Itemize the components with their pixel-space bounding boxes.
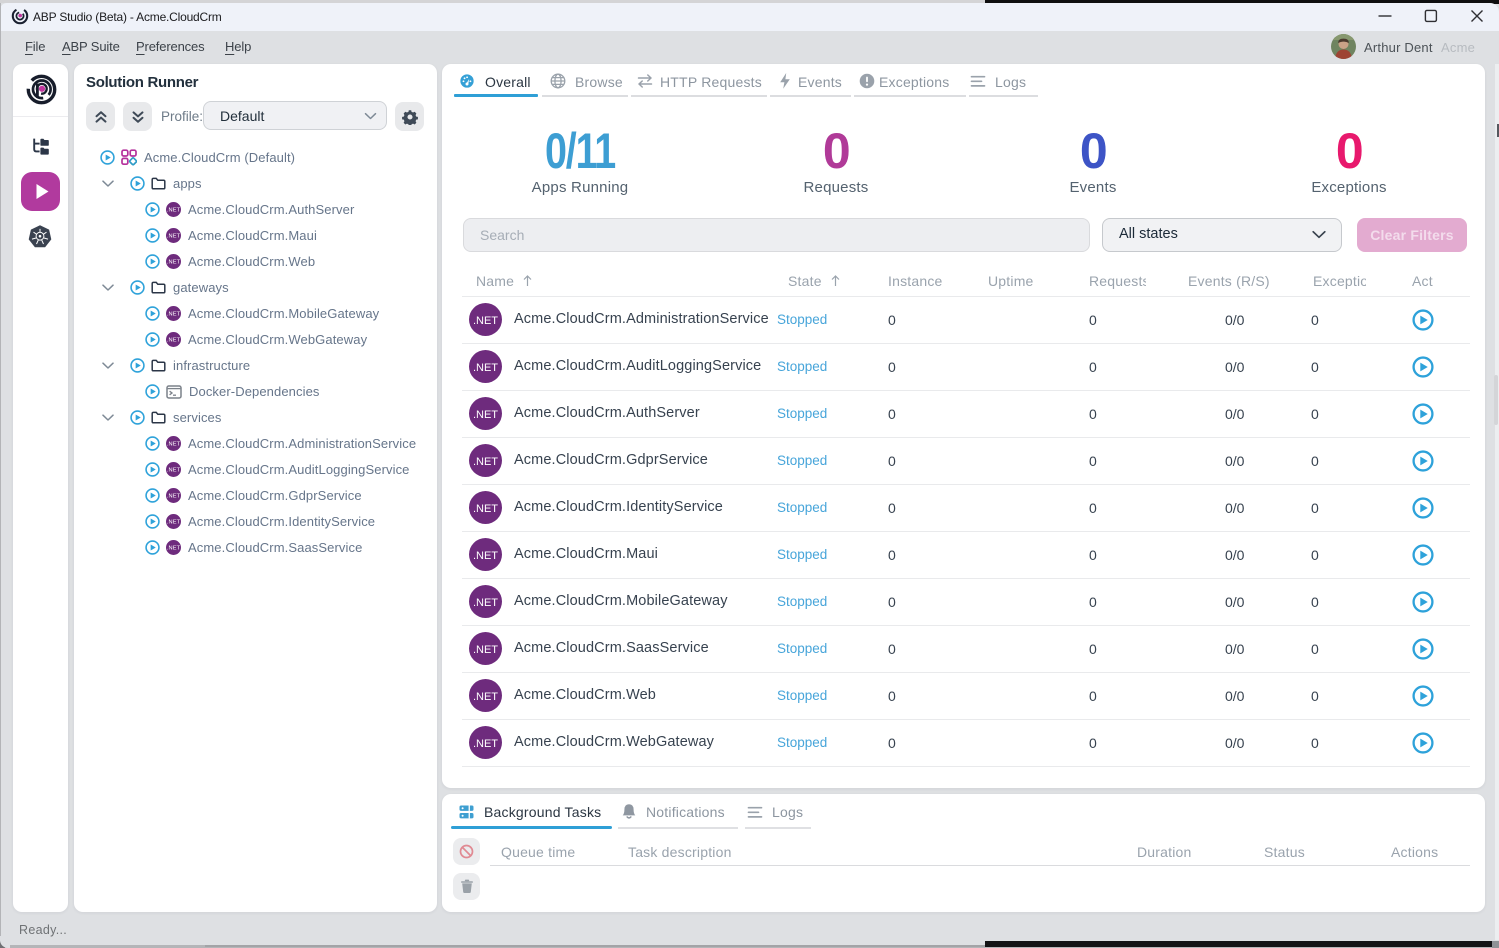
svg-text:.NET: .NET xyxy=(473,691,498,703)
svg-text:.NET: .NET xyxy=(473,315,498,327)
svg-text:.NET: .NET xyxy=(473,362,498,374)
svg-text:.NET: .NET xyxy=(473,409,498,421)
svg-text:.NET: .NET xyxy=(473,503,498,515)
svg-text:.NET: .NET xyxy=(473,550,498,562)
svg-text:.NET: .NET xyxy=(473,738,498,750)
svg-text:.NET: .NET xyxy=(473,597,498,609)
svg-text:.NET: .NET xyxy=(473,644,498,656)
svg-text:.NET: .NET xyxy=(473,456,498,468)
